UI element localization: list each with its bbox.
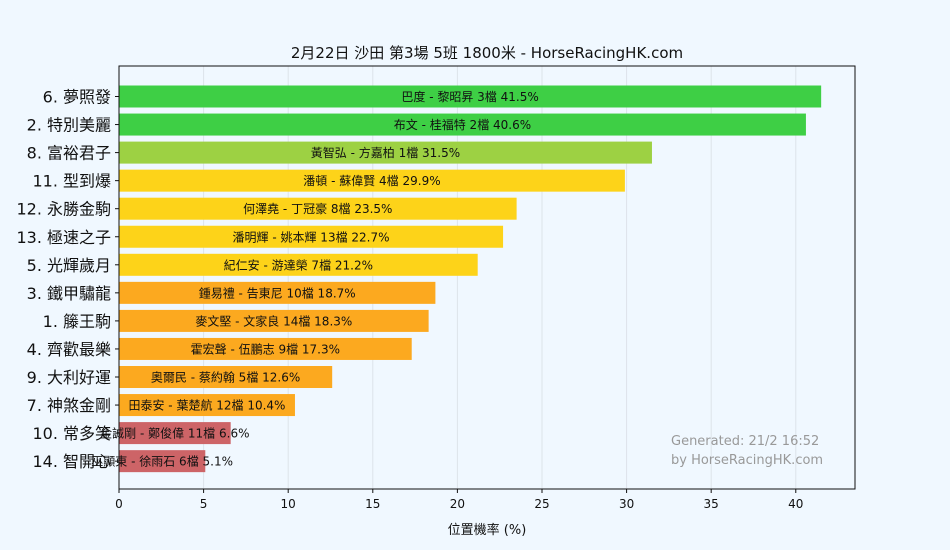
x-tick-label-5: 25 bbox=[534, 497, 549, 511]
y-tick-label-6: 5. 光輝歲月 bbox=[27, 256, 111, 275]
bar-6 bbox=[119, 253, 478, 276]
y-tick-label-8: 1. 籐王駒 bbox=[43, 312, 111, 331]
y-tick-label-10: 9. 大利好運 bbox=[27, 368, 111, 387]
y-tick-label-1: 2. 特別美麗 bbox=[27, 116, 111, 135]
x-tick-label-2: 10 bbox=[281, 497, 296, 511]
bar-label-1: 布文 - 桂福特 2檔 40.6% bbox=[394, 117, 531, 132]
bar-9 bbox=[119, 337, 412, 360]
bar-label-12: 金誠剛 - 鄭俊偉 11檔 6.6% bbox=[100, 426, 249, 441]
plot-background bbox=[119, 66, 855, 489]
bar-0 bbox=[119, 85, 822, 108]
x-tick-label-7: 35 bbox=[704, 497, 719, 511]
watermark-line-1: Generated: 21/2 16:52 bbox=[671, 434, 819, 449]
bar-1 bbox=[119, 113, 806, 136]
y-tick-label-11: 7. 神煞金剛 bbox=[27, 396, 111, 415]
x-axis-label: 位置機率 (%) bbox=[448, 522, 527, 538]
chart-title: 2月22日 沙田 第3場 5班 1800米 - HorseRacingHK.co… bbox=[291, 44, 683, 62]
bar-2 bbox=[119, 141, 652, 164]
bar-label-9: 霍宏聲 - 伍鵬志 9檔 17.3% bbox=[191, 341, 340, 356]
bar-label-5: 潘明輝 - 姚本輝 13檔 22.7% bbox=[233, 230, 390, 244]
bar-12 bbox=[119, 422, 231, 445]
bar-11 bbox=[119, 394, 295, 417]
y-tick-label-3: 11. 型到爆 bbox=[32, 172, 111, 191]
y-tick-label-13: 14. 智開心 bbox=[32, 452, 111, 471]
bar-label-0: 巴度 - 黎昭昇 3檔 41.5% bbox=[401, 89, 538, 104]
bar-8 bbox=[119, 309, 429, 332]
bar-label-4: 何澤堯 - 丁冠豪 8檔 23.5% bbox=[243, 201, 392, 216]
bar-label-11: 田泰安 - 葉楚航 12檔 10.4% bbox=[128, 398, 285, 413]
bar-label-6: 紀仁安 - 游達榮 7檔 21.2% bbox=[224, 257, 373, 272]
y-tick-label-0: 6. 夢照發 bbox=[43, 88, 111, 107]
x-tick-label-0: 0 bbox=[115, 497, 123, 511]
bar-label-7: 鍾易禮 - 告東尼 10檔 18.7% bbox=[199, 286, 356, 300]
bar-label-3: 潘頓 - 蘇偉賢 4檔 29.9% bbox=[303, 174, 440, 188]
x-tick-label-4: 20 bbox=[450, 497, 465, 511]
bar-5 bbox=[119, 225, 504, 248]
x-tick-label-1: 5 bbox=[200, 497, 208, 511]
y-tick-label-2: 8. 富裕君子 bbox=[27, 144, 111, 163]
bar-4 bbox=[119, 197, 517, 220]
y-tick-label-4: 12. 永勝金駒 bbox=[16, 200, 111, 219]
y-tick-label-7: 3. 鐵甲驌龍 bbox=[27, 284, 111, 303]
bar-10 bbox=[119, 366, 333, 388]
watermark-line-2: by HorseRacingHK.com bbox=[671, 453, 823, 468]
y-tick-label-12: 10. 常多笑 bbox=[32, 424, 111, 443]
bar-label-2: 黃智弘 - 方嘉柏 1檔 31.5% bbox=[311, 145, 460, 160]
bar-7 bbox=[119, 281, 436, 304]
x-tick-label-8: 40 bbox=[788, 497, 803, 511]
x-tick-label-3: 15 bbox=[365, 497, 380, 511]
x-tick-label-6: 30 bbox=[619, 497, 634, 511]
y-tick-label-5: 13. 極速之子 bbox=[16, 228, 111, 247]
bar-label-8: 麥文堅 - 文家良 14檔 18.3% bbox=[195, 313, 352, 328]
bar-label-13: 巫顯東 - 徐雨石 6檔 5.1% bbox=[91, 454, 233, 469]
y-tick-label-9: 4. 齊歡最樂 bbox=[27, 340, 111, 359]
plot-frame bbox=[118, 65, 856, 490]
bar-label-10: 奧爾民 - 蔡約翰 5檔 12.6% bbox=[151, 370, 300, 385]
bar-13 bbox=[119, 450, 206, 473]
bar-3 bbox=[119, 169, 625, 192]
